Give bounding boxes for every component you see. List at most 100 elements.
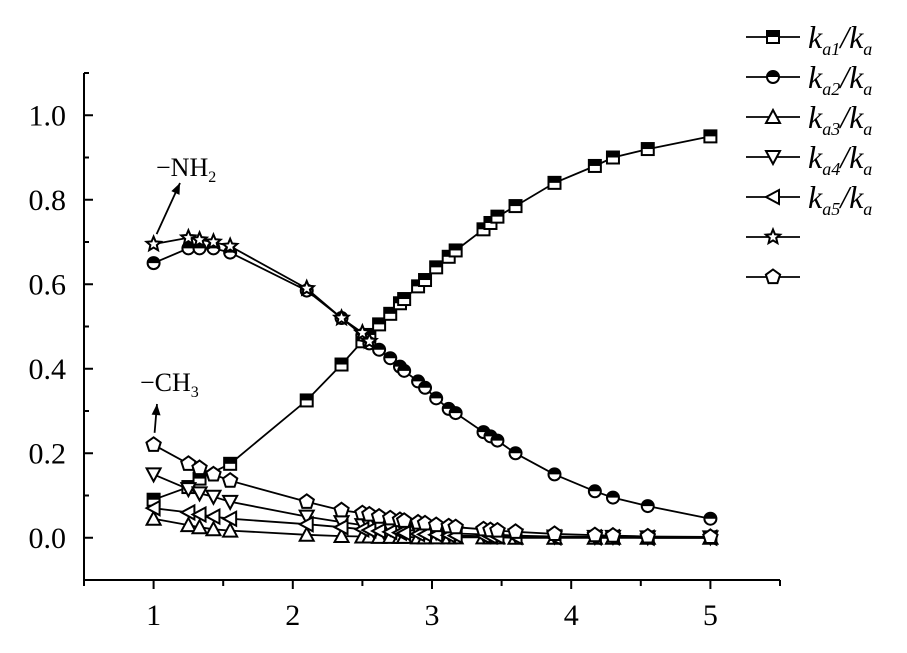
legend-k: k: [808, 59, 823, 95]
series-1-point: [299, 393, 314, 408]
marker-square-fill: [300, 394, 313, 401]
series-5-point: [190, 505, 207, 524]
legend-sub-den: a: [863, 159, 872, 179]
annotation-label-nh2: −NH2: [156, 153, 216, 186]
marker-square-fill: [606, 151, 619, 158]
legend-marker: [764, 268, 782, 285]
series-2-point: [640, 499, 655, 514]
series-1-point: [448, 243, 463, 258]
marker-square-fill: [335, 358, 348, 365]
legend-label: ka1/ka: [808, 19, 872, 59]
marker-square-fill: [449, 244, 462, 251]
annotation-layer: −NH2 −CH3: [140, 153, 216, 433]
annotation-nh2: −NH2: [155, 153, 216, 235]
legend-k: k: [808, 99, 823, 135]
marker-circle-fill: [384, 352, 397, 359]
series-7-point: [546, 525, 563, 542]
marker-circle-fill: [548, 468, 561, 475]
series-2-point: [448, 406, 463, 421]
series-1-point: [397, 292, 412, 307]
y-tick-label: 0.4: [29, 353, 67, 386]
marker-square-fill: [419, 274, 432, 281]
series-5-point: [297, 515, 314, 533]
marker-square-fill: [384, 307, 397, 314]
x-tick-label: 1: [146, 599, 161, 632]
y-tick-label: 0.8: [29, 184, 67, 217]
legend-item-2: ka2/ka: [746, 59, 872, 99]
series-3-point: [221, 521, 239, 538]
legend-slash: /k: [838, 59, 864, 95]
series-7-point: [221, 471, 239, 488]
series-7-point: [489, 521, 506, 538]
series-7-point: [586, 526, 604, 543]
legend-sub-den: a: [863, 79, 872, 99]
series-5-point: [204, 507, 221, 526]
series-5-point: [395, 524, 412, 542]
series-5-point: [144, 499, 161, 517]
series-6-point: [359, 331, 379, 350]
series-7-point: [191, 459, 208, 476]
series-3-point: [332, 526, 351, 544]
legend-label: ka5/ka: [808, 179, 872, 219]
series-3-point: [179, 515, 198, 533]
y-tick-label: 0.0: [29, 522, 67, 555]
legend-sub-num: a1: [822, 39, 840, 59]
marker-square-fill: [224, 457, 237, 464]
series-7-point: [145, 436, 162, 452]
legend-item-7: [746, 268, 800, 285]
series-2-point: [418, 380, 433, 395]
marker-circle-fill: [767, 71, 779, 77]
annotation-arrowhead-nh2: [171, 183, 180, 195]
series-1-point: [418, 273, 433, 288]
legend-marker: [763, 188, 780, 206]
series-2-point: [605, 490, 620, 505]
series-7-point: [507, 523, 524, 539]
legend-label: ka3/ka: [808, 99, 872, 139]
series-4-point: [144, 467, 163, 484]
marker-square-fill: [588, 159, 601, 166]
marker-circle-fill: [606, 491, 619, 498]
legend-sub-den: a: [863, 119, 872, 139]
series-6-point: [220, 236, 240, 255]
series-6-point: [203, 231, 224, 251]
marker-square-fill: [373, 318, 386, 325]
marker-square-fill: [193, 472, 206, 479]
legend-marker: [766, 70, 780, 84]
marker-square-fill: [509, 200, 522, 207]
series-7-point: [427, 516, 445, 533]
y-tick-label: 0.6: [29, 268, 67, 301]
annotation-nh2-main: −NH: [156, 153, 208, 182]
marker-circle-fill: [491, 434, 504, 441]
series-3-point: [298, 525, 316, 542]
legend-slash: /k: [838, 19, 864, 55]
marker-circle-fill: [373, 343, 386, 350]
series-1-point: [383, 306, 398, 321]
series-6: [143, 227, 379, 350]
series-3-point: [204, 520, 223, 537]
marker-circle-fill: [641, 500, 654, 507]
series-4-point: [204, 489, 223, 506]
marker-square-fill: [641, 143, 654, 150]
marker-circle-fill: [412, 375, 425, 382]
legend-k: k: [808, 19, 823, 55]
series-1-point: [490, 209, 505, 224]
x-tick-label: 2: [285, 599, 300, 632]
series-2-point: [372, 342, 387, 357]
series-1: [146, 129, 718, 507]
series-1-line: [153, 135, 711, 501]
legend-label: ka4/ka: [808, 139, 872, 179]
series-6-point: [189, 229, 210, 249]
series-2-point: [383, 351, 398, 366]
series-2-point: [397, 363, 412, 378]
series-6-point: [352, 322, 373, 342]
legend-sub-num: a5: [822, 199, 840, 219]
series-4-point: [190, 486, 209, 503]
series-2-point: [490, 433, 505, 448]
marker-circle-fill: [147, 257, 160, 264]
series-4-point: [221, 494, 239, 511]
legend-marker: [764, 150, 782, 167]
marker-square-fill: [491, 210, 504, 217]
legend-item-6: [746, 226, 800, 246]
marker-square-fill: [704, 130, 717, 137]
marker-square-fill: [147, 493, 160, 500]
